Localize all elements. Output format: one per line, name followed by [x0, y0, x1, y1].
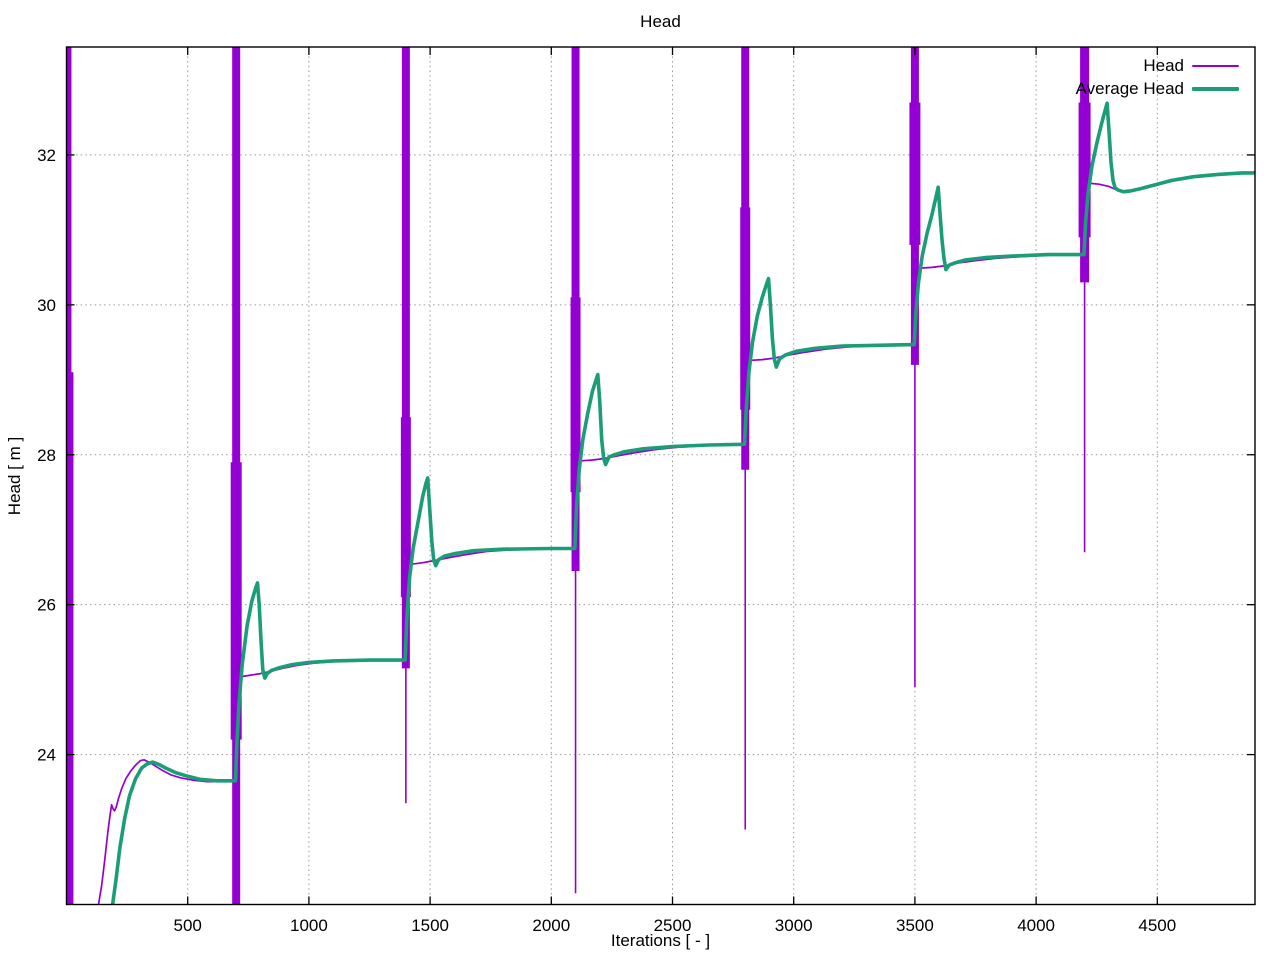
legend-label: Head: [1143, 56, 1184, 75]
x-tick-label: 3500: [896, 916, 934, 935]
chart-title: Head: [640, 12, 681, 31]
x-tick-label: 4000: [1017, 916, 1055, 935]
average-head-line: [110, 101, 1255, 905]
plot-border: [65, 46, 1256, 906]
x-tick-label: 1500: [411, 916, 449, 935]
y-axis-label: Head [ m ]: [5, 436, 24, 516]
y-tick-label: 28: [37, 446, 56, 465]
x-tick-label: 2000: [532, 916, 570, 935]
y-tick-label: 26: [37, 596, 56, 615]
legend-item-average-head: Average Head: [1076, 79, 1239, 98]
y-tick-label: 30: [37, 296, 56, 315]
head-line: [97, 758, 234, 905]
x-tick-label: 1000: [290, 916, 328, 935]
x-tick-label: 3000: [775, 916, 813, 935]
x-tick-label: 500: [174, 916, 202, 935]
y-tick-label: 32: [37, 146, 56, 165]
x-axis-label: Iterations [ - ]: [610, 931, 711, 950]
x-tick-label: 4500: [1138, 916, 1176, 935]
y-tick-label: 24: [37, 746, 56, 765]
legend-label: Average Head: [1075, 79, 1184, 98]
legend-item-head: Head: [1143, 56, 1239, 75]
series-group: [66, 47, 1255, 905]
legend-line-sample: [1192, 86, 1239, 91]
legend-line-sample: [1192, 64, 1239, 67]
x-tick-label: 2500: [654, 916, 692, 935]
legend: Head Average Head: [1076, 56, 1239, 98]
